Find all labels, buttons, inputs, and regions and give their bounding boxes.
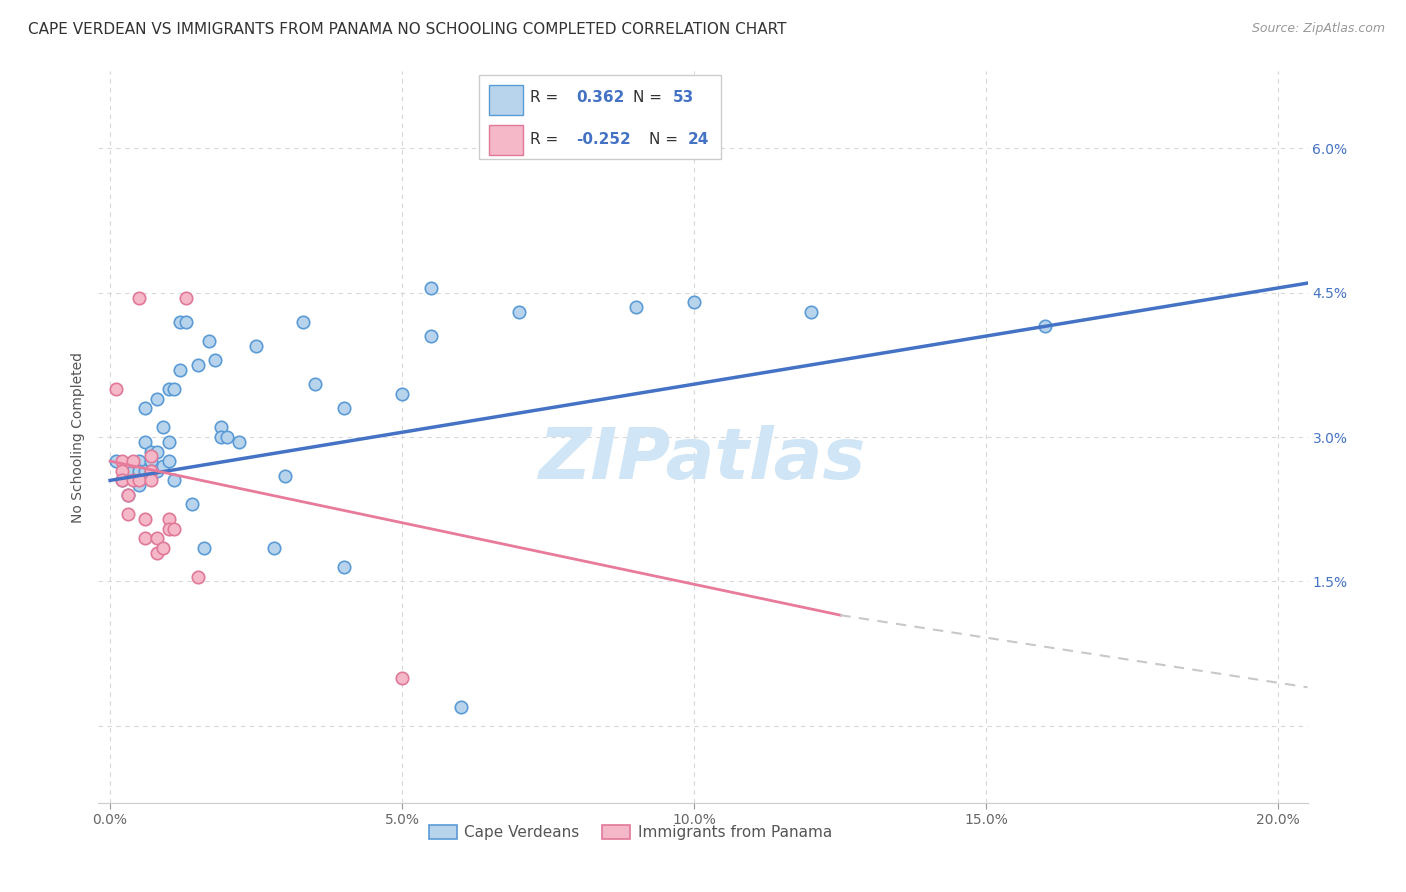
Point xyxy=(174,315,197,329)
Text: 24: 24 xyxy=(688,132,709,147)
Point xyxy=(152,541,174,555)
Point xyxy=(122,474,145,488)
Point xyxy=(104,382,127,396)
Point xyxy=(263,541,285,555)
Point xyxy=(193,541,215,555)
Point xyxy=(169,315,191,329)
Point xyxy=(209,430,232,444)
Point xyxy=(139,444,162,458)
Point xyxy=(420,281,443,295)
Point xyxy=(157,382,180,396)
Point xyxy=(128,478,150,492)
Point xyxy=(152,420,174,434)
Point xyxy=(332,560,354,574)
Point xyxy=(139,450,162,464)
Point xyxy=(169,362,191,376)
Point xyxy=(163,521,186,535)
Point xyxy=(117,468,139,483)
Point xyxy=(304,377,326,392)
Point xyxy=(128,464,150,478)
Point xyxy=(245,339,267,353)
Point xyxy=(134,434,156,449)
Point xyxy=(111,474,134,488)
Point xyxy=(157,512,180,526)
Point xyxy=(122,464,145,478)
Point xyxy=(134,464,156,478)
Point xyxy=(146,392,169,406)
Text: N =: N = xyxy=(633,90,666,105)
Point xyxy=(111,454,134,468)
Point xyxy=(157,434,180,449)
Point xyxy=(291,315,314,329)
Point xyxy=(274,468,297,483)
Point xyxy=(128,474,150,488)
Point xyxy=(508,305,530,319)
Text: CAPE VERDEAN VS IMMIGRANTS FROM PANAMA NO SCHOOLING COMPLETED CORRELATION CHART: CAPE VERDEAN VS IMMIGRANTS FROM PANAMA N… xyxy=(28,22,786,37)
Point xyxy=(122,454,145,468)
Point xyxy=(391,671,413,685)
Point xyxy=(104,454,127,468)
Text: R =: R = xyxy=(530,132,564,147)
Point xyxy=(139,464,162,478)
Point xyxy=(134,512,156,526)
Point xyxy=(134,401,156,416)
Point xyxy=(204,353,226,368)
Point xyxy=(683,295,706,310)
Point xyxy=(157,521,180,535)
Bar xyxy=(489,85,523,115)
Point xyxy=(228,434,250,449)
Point xyxy=(134,531,156,545)
Point xyxy=(163,382,186,396)
Point xyxy=(187,358,209,372)
Text: N =: N = xyxy=(648,132,682,147)
Point xyxy=(117,488,139,502)
Text: Source: ZipAtlas.com: Source: ZipAtlas.com xyxy=(1251,22,1385,36)
Point xyxy=(163,474,186,488)
Point xyxy=(146,464,169,478)
Text: -0.252: -0.252 xyxy=(576,132,631,147)
Point xyxy=(128,291,150,305)
Point xyxy=(111,464,134,478)
Point xyxy=(209,420,232,434)
Point xyxy=(146,545,169,559)
Text: R =: R = xyxy=(530,90,564,105)
Point xyxy=(1033,319,1056,334)
Point xyxy=(139,464,162,478)
Point xyxy=(111,474,134,488)
Text: 53: 53 xyxy=(672,90,695,105)
Point xyxy=(198,334,221,348)
Point xyxy=(332,401,354,416)
Legend: Cape Verdeans, Immigrants from Panama: Cape Verdeans, Immigrants from Panama xyxy=(423,819,838,847)
Text: ZIPatlas: ZIPatlas xyxy=(540,425,866,493)
Point xyxy=(624,300,647,314)
Point xyxy=(215,430,238,444)
Bar xyxy=(489,125,523,155)
Point xyxy=(800,305,823,319)
Point xyxy=(187,569,209,583)
Point xyxy=(146,531,169,545)
Point xyxy=(450,699,472,714)
Point xyxy=(157,454,180,468)
Point xyxy=(139,454,162,468)
FancyBboxPatch shape xyxy=(479,75,721,159)
Point xyxy=(128,454,150,468)
Point xyxy=(146,444,169,458)
Point xyxy=(180,498,202,512)
Y-axis label: No Schooling Completed: No Schooling Completed xyxy=(70,351,84,523)
Point xyxy=(117,507,139,521)
Text: 0.362: 0.362 xyxy=(576,90,624,105)
Point xyxy=(174,291,197,305)
Point xyxy=(152,458,174,473)
Point xyxy=(117,488,139,502)
Point xyxy=(420,329,443,343)
Point xyxy=(391,386,413,401)
Point xyxy=(139,474,162,488)
Point xyxy=(122,468,145,483)
